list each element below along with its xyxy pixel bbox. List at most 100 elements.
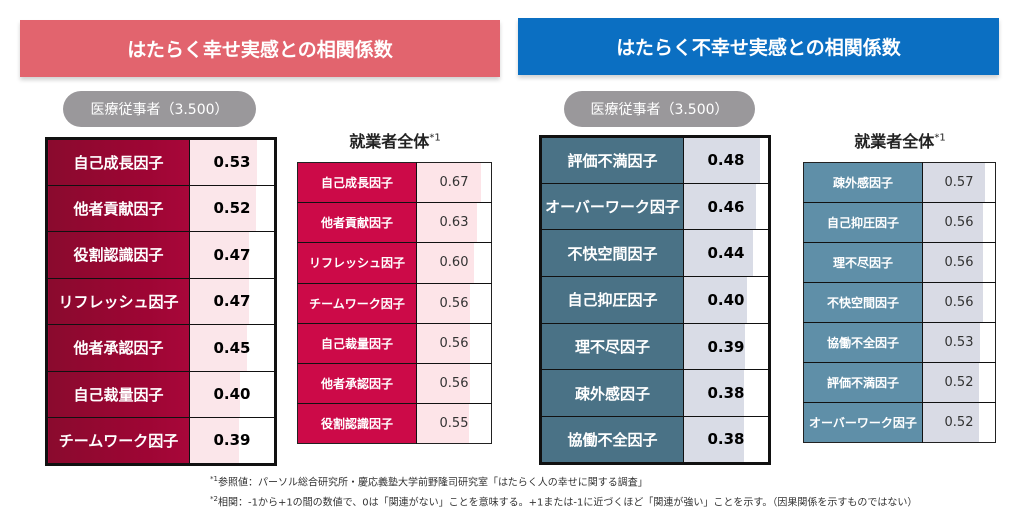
correlation-value-cell: 0.56 — [922, 282, 996, 323]
correlation-value-cell: 0.47 — [189, 277, 276, 325]
correlation-value-cell: 0.53 — [189, 138, 276, 185]
factor-label: オーバーワーク因子 — [803, 402, 923, 443]
value-bar — [190, 371, 241, 417]
value-bar — [684, 277, 747, 323]
factor-label: 評価不満因子 — [803, 362, 923, 403]
correlation-value: 0.48 — [707, 151, 745, 170]
table-row: チームワーク因子 0.56 — [297, 282, 492, 324]
factor-label: 他者貢献因子 — [297, 202, 417, 243]
correlation-value-cell: 0.40 — [683, 276, 770, 324]
table-row: 役割認識因子 0.47 — [46, 231, 276, 278]
correlation-value-cell: 0.39 — [683, 322, 770, 370]
correlation-value-cell: 0.45 — [189, 324, 276, 371]
factor-label: リフレッシュ因子 — [297, 242, 417, 284]
table-row: リフレッシュ因子 0.60 — [297, 242, 492, 284]
value-bar — [684, 138, 760, 183]
correlation-value: 0.38 — [707, 384, 745, 403]
correlation-value: 0.46 — [707, 197, 745, 216]
correlation-value-cell: 0.38 — [683, 416, 770, 464]
correlation-value-cell: 0.60 — [416, 242, 492, 284]
value-bar — [417, 243, 475, 283]
factor-label: 自己裁量因子 — [46, 370, 190, 418]
factor-label: チームワーク因子 — [46, 417, 190, 464]
happiness-correlation-header: はたらく幸せ実感との相関係数 — [20, 20, 500, 77]
value-bar — [190, 232, 250, 278]
value-bar — [923, 323, 981, 362]
table-row: 他者貢献因子 0.52 — [46, 184, 276, 232]
factor-label: 協働不全因子 — [803, 322, 923, 363]
correlation-value-cell: 0.67 — [416, 162, 492, 203]
correlation-value: 0.56 — [944, 215, 974, 230]
correlation-value: 0.52 — [944, 415, 974, 430]
all-workers-unhappiness-table: 疎外感因子 0.57 自己抑圧因子 0.56 理不尽因子 0.56 不快空間因子 0.56 協働… — [803, 162, 996, 443]
factor-label: 他者承認因子 — [297, 362, 417, 404]
correlation-value-cell: 0.52 — [922, 362, 996, 403]
table-row: チームワーク因子 0.39 — [46, 417, 276, 464]
value-bar — [684, 417, 744, 462]
correlation-value: 0.40 — [213, 385, 251, 404]
value-bar — [190, 140, 257, 185]
correlation-value: 0.53 — [944, 335, 974, 350]
table-row: 協働不全因子 0.38 — [540, 416, 770, 464]
value-bar — [417, 203, 477, 243]
correlation-value: 0.56 — [439, 376, 469, 392]
table-row: 役割認識因子 0.55 — [297, 403, 492, 444]
table-row: 疎外感因子 0.38 — [540, 369, 770, 417]
value-bar — [190, 185, 256, 231]
value-bar — [684, 323, 746, 370]
correlation-value: 0.60 — [439, 255, 469, 271]
value-bar — [923, 203, 984, 242]
table-row: 他者承認因子 0.45 — [46, 324, 276, 371]
factor-label: 協働不全因子 — [540, 416, 684, 464]
factor-label: リフレッシュ因子 — [46, 277, 190, 325]
value-bar — [923, 163, 985, 202]
table-row: 理不尽因子 0.39 — [540, 322, 770, 370]
factor-label: 役割認識因子 — [297, 403, 417, 444]
value-bar — [923, 243, 984, 282]
factor-label: 評価不満因子 — [540, 136, 684, 184]
correlation-value: 0.47 — [213, 245, 251, 264]
correlation-value: 0.52 — [944, 375, 974, 390]
table-row: 協働不全因子 0.53 — [803, 322, 996, 363]
healthcare-workers-label-right: 医療従事者（3.500） — [564, 91, 755, 127]
all-workers-title-left: 就業者全体*1 — [349, 132, 441, 151]
correlation-value: 0.53 — [213, 153, 251, 172]
correlation-value-cell: 0.56 — [416, 322, 492, 364]
correlation-value: 0.56 — [439, 295, 469, 311]
correlation-value-cell: 0.40 — [189, 370, 276, 418]
correlation-value-cell: 0.44 — [683, 229, 770, 277]
footnotes: *1参照値：パーソル総合研究所・慶応義塾大学前野隆司研究室「はたらく人の幸せに関… — [210, 471, 917, 512]
value-bar — [684, 370, 744, 417]
healthcare-workers-label-left: 医療従事者（3.500） — [63, 91, 256, 127]
table-row: 自己抑圧因子 0.40 — [540, 276, 770, 324]
value-bar — [190, 418, 240, 463]
correlation-value: 0.56 — [944, 295, 974, 310]
factor-label: 理不尽因子 — [803, 242, 923, 283]
table-row: リフレッシュ因子 0.47 — [46, 277, 276, 325]
correlation-value: 0.40 — [707, 290, 745, 309]
value-bar — [417, 163, 481, 203]
correlation-value-cell: 0.56 — [416, 362, 492, 404]
factor-label: 他者貢献因子 — [46, 184, 190, 232]
correlation-value: 0.45 — [213, 338, 251, 357]
correlation-value-cell: 0.57 — [922, 162, 996, 203]
factor-label: 理不尽因子 — [540, 322, 684, 370]
correlation-value-cell: 0.46 — [683, 182, 770, 230]
correlation-value: 0.39 — [707, 337, 745, 356]
correlation-value-cell: 0.52 — [922, 402, 996, 443]
table-row: 評価不満因子 0.48 — [540, 136, 770, 184]
value-bar — [190, 325, 247, 371]
table-row: 他者承認因子 0.56 — [297, 362, 492, 404]
table-row: 自己成長因子 0.67 — [297, 162, 492, 203]
correlation-value: 0.38 — [707, 430, 745, 449]
factor-label: 役割認識因子 — [46, 231, 190, 278]
table-row: オーバーワーク因子 0.52 — [803, 402, 996, 443]
correlation-value: 0.52 — [213, 199, 251, 218]
table-row: 疎外感因子 0.57 — [803, 162, 996, 203]
value-bar — [417, 323, 471, 363]
factor-label: 疎外感因子 — [803, 162, 923, 203]
factor-label: オーバーワーク因子 — [540, 182, 684, 230]
table-row: 他者貢献因子 0.63 — [297, 202, 492, 243]
correlation-value: 0.55 — [439, 416, 469, 432]
correlation-value-cell: 0.63 — [416, 202, 492, 243]
